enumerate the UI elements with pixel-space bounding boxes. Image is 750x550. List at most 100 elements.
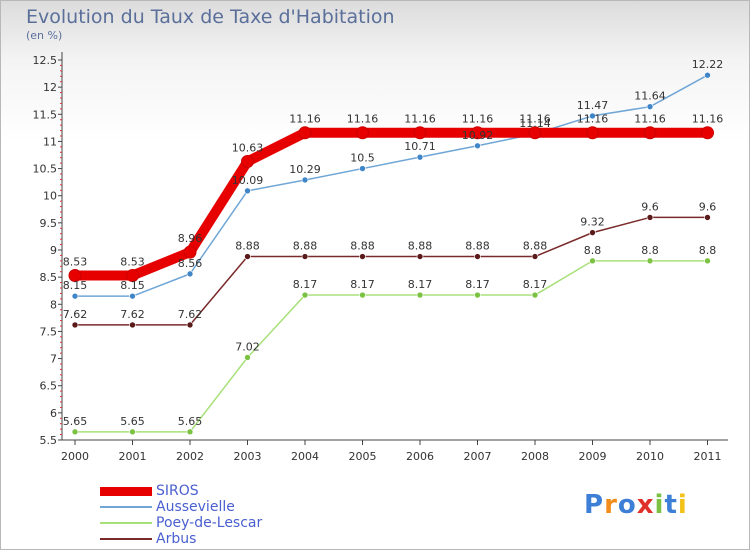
- data-label: 11.16: [404, 113, 436, 126]
- point-poey-de-lescar: [129, 428, 136, 436]
- legend-label: Aussevielle: [156, 499, 235, 515]
- point-poey-de-lescar: [589, 257, 596, 265]
- x-tick-label: 2004: [291, 450, 319, 463]
- x-tick-label: 2008: [521, 450, 549, 463]
- series-lines: [70, 74, 713, 433]
- point-aussevielle: [589, 112, 596, 120]
- series-line-arbus: [74, 216, 709, 326]
- data-label: 9.6: [699, 200, 717, 213]
- x-tick-label: 2009: [579, 450, 607, 463]
- chart-title: Evolution du Taux de Taxe d'Habitation: [26, 6, 395, 28]
- point-aussevielle: [359, 165, 366, 172]
- data-label: 11.16: [347, 113, 379, 126]
- point-arbus: [704, 214, 711, 221]
- point-poey-de-lescar: [301, 291, 309, 299]
- y-tick-label: 7.5: [40, 325, 58, 338]
- point-poey-de-lescar: [704, 257, 711, 265]
- point-siros: [586, 126, 599, 140]
- x-tick-label: 2007: [464, 450, 492, 463]
- point-arbus: [589, 229, 596, 236]
- y-tick-label: 8: [50, 298, 57, 311]
- point-poey-de-lescar: [244, 354, 251, 361]
- data-label: 10.09: [232, 174, 264, 187]
- point-arbus: [359, 253, 366, 260]
- point-poey-de-lescar: [359, 291, 366, 299]
- point-poey-de-lescar: [646, 257, 654, 265]
- data-label: 5.65: [120, 415, 145, 428]
- legend-swatch: [100, 538, 152, 540]
- chart-subtitle: (en %): [26, 29, 63, 42]
- y-tick-label: 11.5: [33, 108, 58, 121]
- data-label: 8.17: [465, 278, 490, 291]
- x-tick-label: 2005: [349, 450, 377, 463]
- data-label: 5.65: [63, 415, 88, 428]
- data-label: 8.15: [120, 279, 145, 292]
- x-tick-label: 2001: [119, 450, 147, 463]
- point-siros: [643, 126, 657, 140]
- point-siros: [241, 155, 254, 169]
- point-aussevielle: [646, 103, 654, 110]
- y-tick-label: 12.5: [33, 54, 58, 67]
- point-arbus: [186, 321, 194, 329]
- data-label: 8.8: [699, 244, 717, 257]
- legend-label: SIROS: [156, 483, 199, 499]
- point-siros: [68, 269, 82, 283]
- point-aussevielle: [244, 187, 251, 195]
- series-line-siros: [70, 127, 713, 281]
- point-arbus: [129, 321, 136, 329]
- x-tick-label: 2011: [694, 450, 722, 463]
- data-label: 12.22: [692, 58, 724, 71]
- point-siros: [356, 126, 369, 140]
- data-label: 10.71: [404, 140, 436, 153]
- series-points: [68, 71, 714, 436]
- series-line-poey-de-lescar: [74, 260, 709, 433]
- series-line-aussevielle: [74, 74, 709, 297]
- data-label: 8.17: [408, 278, 433, 291]
- data-label: 9.6: [641, 200, 659, 213]
- data-label: 8.88: [293, 240, 318, 253]
- point-siros: [413, 126, 427, 140]
- point-aussevielle: [71, 292, 79, 300]
- point-aussevielle: [704, 71, 711, 79]
- data-label: 11.16: [519, 113, 551, 126]
- data-label: 8.17: [293, 278, 318, 291]
- data-label: 10.92: [462, 129, 494, 142]
- data-label: 8.88: [350, 240, 375, 253]
- point-arbus: [301, 253, 309, 260]
- y-tick-label: 6.5: [40, 380, 58, 393]
- x-tick-label: 2010: [636, 450, 664, 463]
- data-label: 11.16: [634, 113, 666, 126]
- y-tick-label: 8.5: [40, 271, 58, 284]
- line-chart: 5.5 6 6.5 7 7.5 8 8.5 9 9.5 10 10.5 11 11.5 12 12.5 200…: [33, 52, 728, 463]
- point-arbus: [416, 253, 424, 260]
- point-poey-de-lescar: [474, 291, 481, 299]
- point-siros: [298, 126, 312, 140]
- y-tick-label: 9: [50, 244, 57, 257]
- data-label: 7.62: [63, 308, 88, 321]
- data-label: 11.16: [692, 113, 724, 126]
- y-tick-label: 7: [50, 353, 57, 366]
- data-label: 8.88: [235, 240, 260, 253]
- y-tick-label: 10.5: [33, 163, 58, 176]
- data-label: 10.29: [289, 163, 321, 176]
- x-tick-label: 2003: [234, 450, 262, 463]
- data-label: 8.56: [178, 257, 203, 270]
- data-label: 7.02: [235, 340, 260, 353]
- y-tick-label: 12: [43, 81, 57, 94]
- data-label: 10.63: [232, 142, 264, 155]
- data-label: 8.88: [465, 240, 490, 253]
- x-tick-label: 2002: [176, 450, 204, 463]
- data-label: 10.5: [350, 152, 375, 165]
- data-label: 9.32: [580, 216, 605, 229]
- point-aussevielle: [474, 142, 481, 150]
- data-label: 8.17: [523, 278, 548, 291]
- data-label: 8.53: [63, 256, 88, 269]
- data-label: 8.88: [408, 240, 433, 253]
- data-label: 7.62: [178, 308, 203, 321]
- point-siros: [528, 126, 542, 140]
- point-arbus: [646, 214, 654, 221]
- y-tick-label: 11: [43, 135, 57, 148]
- point-arbus: [244, 253, 251, 260]
- point-aussevielle: [129, 292, 136, 300]
- y-tick-label: 5.5: [40, 434, 58, 447]
